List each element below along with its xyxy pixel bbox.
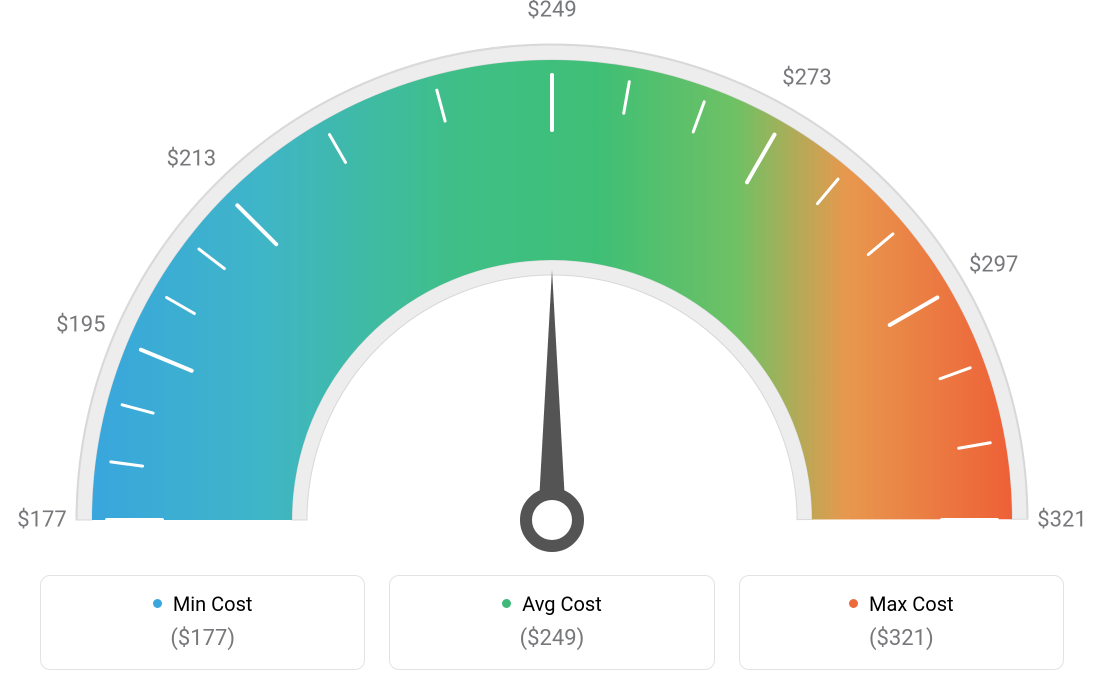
- legend-min-cost: Min Cost ($177): [40, 575, 365, 670]
- scale-label: $195: [56, 312, 105, 337]
- scale-label: $321: [1037, 508, 1086, 533]
- legend-avg-label: Avg Cost: [522, 592, 602, 616]
- legend-max-value: ($321): [750, 626, 1053, 651]
- gauge-chart: $177 $195 $213 $249 $273 $297 $321: [0, 0, 1104, 560]
- legend-max-label: Max Cost: [869, 592, 954, 616]
- legend-max-cost: Max Cost ($321): [739, 575, 1064, 670]
- cost-gauge-container: $177 $195 $213 $249 $273 $297 $321 Min Cost ($…: [0, 0, 1104, 690]
- legend-min-label: Min Cost: [173, 592, 253, 616]
- scale-label: $213: [167, 147, 216, 172]
- legend-min-value: ($177): [51, 626, 354, 651]
- legend-row: Min Cost ($177) Avg Cost ($249) Max Cost…: [0, 575, 1104, 670]
- scale-label: $273: [782, 66, 831, 91]
- legend-avg-cost: Avg Cost ($249): [389, 575, 714, 670]
- scale-label: $177: [17, 508, 66, 533]
- scale-label: $249: [527, 0, 576, 23]
- scale-label: $297: [969, 253, 1018, 278]
- min-cost-dot-icon: [153, 599, 162, 608]
- max-cost-dot-icon: [849, 599, 858, 608]
- avg-cost-dot-icon: [502, 599, 511, 608]
- legend-avg-value: ($249): [400, 626, 703, 651]
